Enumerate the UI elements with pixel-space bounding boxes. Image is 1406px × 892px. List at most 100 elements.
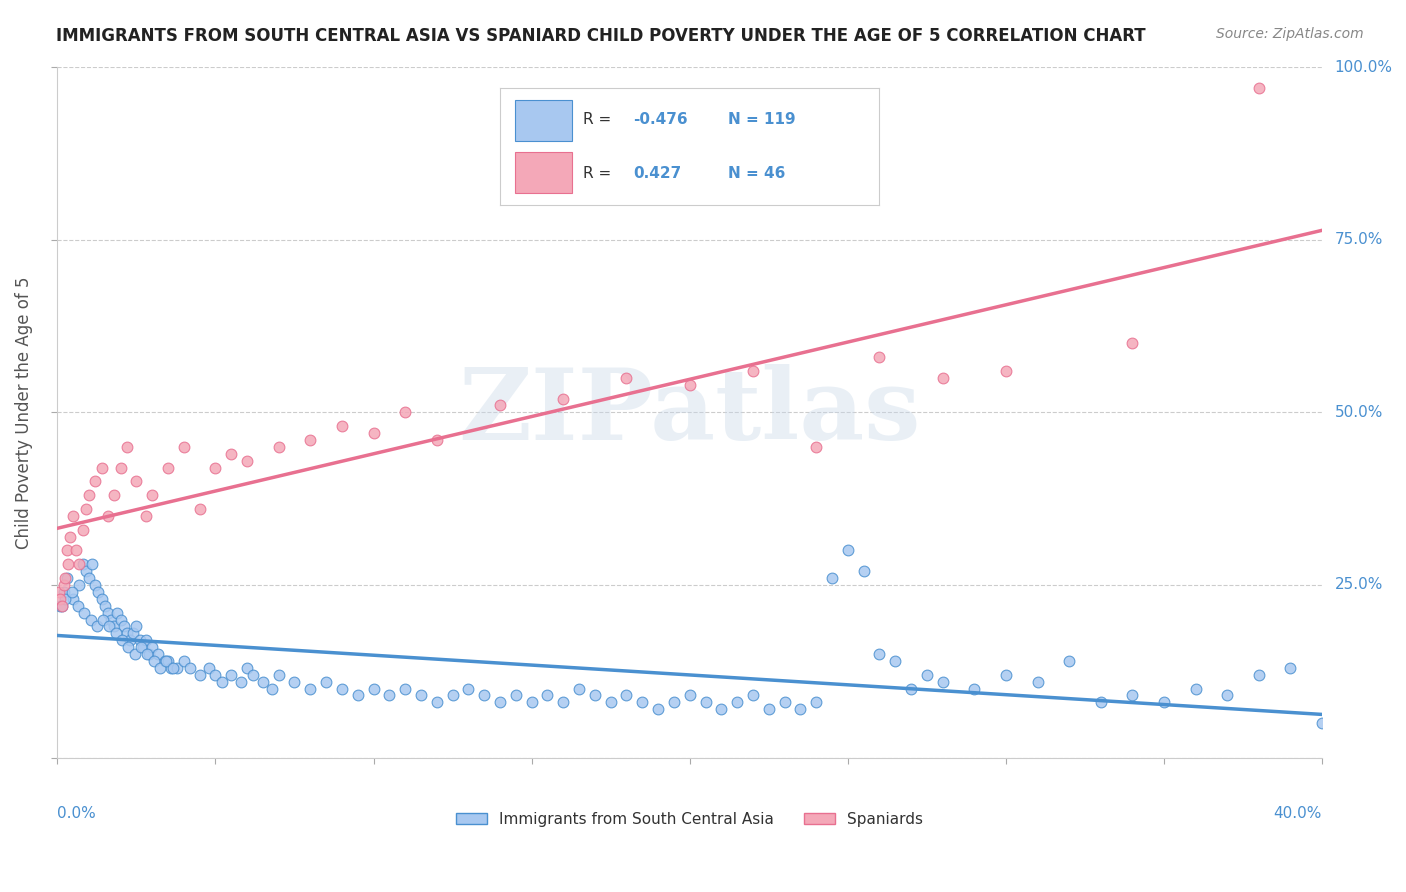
Point [73,606,96,620]
Point [98,619,121,633]
Point [155,654,177,668]
Point [129,640,152,654]
Point [136,647,159,661]
Point [110,613,132,627]
Point [1279,661,1302,675]
Point [93,599,115,613]
Point [852,564,875,578]
Point [56,571,79,585]
Point [131,640,153,654]
Point [84,578,107,592]
Point [105,606,128,620]
Point [553,695,575,709]
Point [426,695,449,709]
Point [125,619,148,633]
Text: IMMIGRANTS FROM SOUTH CENTRAL ASIA VS SPANIARD CHILD POVERTY UNDER THE AGE OF 5 : IMMIGRANTS FROM SOUTH CENTRAL ASIA VS SP… [56,27,1146,45]
Point [124,647,146,661]
Point [742,364,765,378]
Point [160,661,183,675]
Point [97,508,120,523]
Point [52,585,75,599]
Point [267,667,290,681]
Point [135,508,157,523]
Point [117,640,139,654]
Point [56,543,79,558]
Point [806,695,828,709]
Point [69,578,91,592]
Text: 25.0%: 25.0% [1334,577,1384,592]
Point [837,543,859,558]
Point [72,558,94,572]
Point [394,681,416,696]
Point [141,488,163,502]
Point [135,633,157,648]
Point [662,695,685,709]
Point [299,433,322,447]
Text: 0.0%: 0.0% [58,806,96,821]
Point [330,419,353,434]
Point [489,399,512,413]
Point [111,633,134,648]
Point [166,661,188,675]
Point [90,460,112,475]
Point [695,695,717,709]
Point [330,681,353,696]
Point [149,661,172,675]
Point [115,440,138,454]
Point [252,674,274,689]
Point [118,633,141,648]
Point [65,543,87,558]
Point [173,654,195,668]
Point [219,447,242,461]
Point [142,654,165,668]
Text: Source: ZipAtlas.com: Source: ZipAtlas.com [1216,27,1364,41]
Point [1121,336,1143,351]
Point [84,475,107,489]
Point [315,674,337,689]
Point [90,591,112,606]
Point [75,502,97,516]
Point [868,350,890,364]
Point [267,440,290,454]
Point [773,695,796,709]
Point [931,371,953,385]
Point [188,502,211,516]
Point [758,702,780,716]
Point [1121,689,1143,703]
Text: 40.0%: 40.0% [1274,806,1322,821]
Point [363,681,385,696]
Point [283,674,305,689]
Text: 100.0%: 100.0% [1334,60,1393,75]
Point [963,681,986,696]
Y-axis label: Child Poverty Under the Age of 5: Child Poverty Under the Age of 5 [15,277,32,549]
Point [100,613,122,627]
Point [1247,667,1270,681]
Point [115,626,138,640]
Text: 50.0%: 50.0% [1334,405,1384,420]
Point [915,667,938,681]
Point [59,530,82,544]
Point [409,689,432,703]
Point [742,689,765,703]
Point [520,695,543,709]
Point [110,460,132,475]
Point [49,591,72,606]
Point [1153,695,1175,709]
Point [631,695,654,709]
Point [179,661,201,675]
Point [53,571,76,585]
Point [299,681,322,696]
Point [229,674,252,689]
Point [568,681,591,696]
Point [86,619,108,633]
Point [69,558,91,572]
Point [156,654,179,668]
Point [91,613,114,627]
Point [66,599,89,613]
Point [1310,716,1333,731]
Point [72,523,94,537]
Point [599,695,621,709]
Point [394,405,416,419]
Point [112,619,135,633]
Point [128,633,150,648]
